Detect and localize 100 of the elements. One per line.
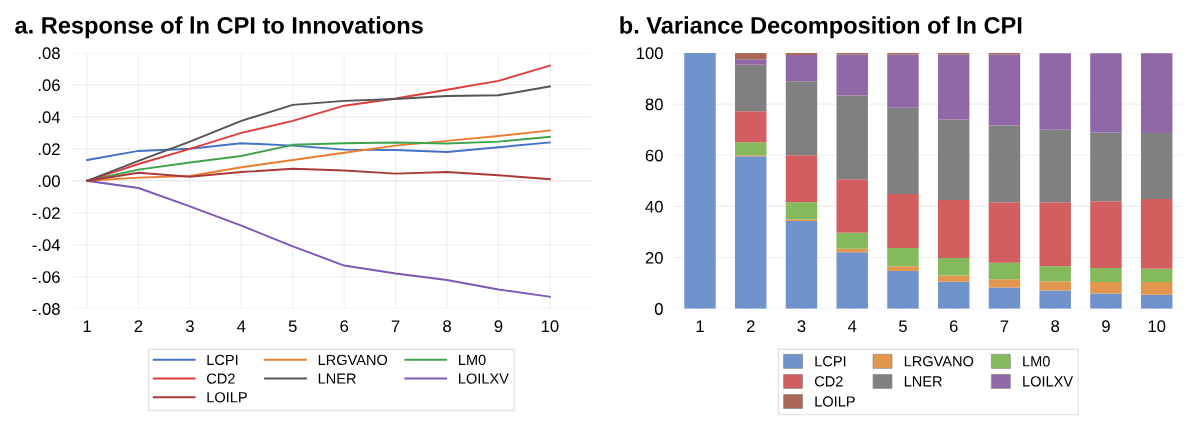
legend-label: LRGVANO xyxy=(904,356,974,367)
x-tick-label: 5 xyxy=(899,320,907,333)
bar xyxy=(1039,266,1071,282)
y-tick-label: -.06 xyxy=(32,271,60,283)
bar xyxy=(1140,198,1173,269)
bar xyxy=(1039,290,1071,309)
x-tick-label: 4 xyxy=(237,320,246,332)
legend-label: LNER xyxy=(904,376,942,387)
bar xyxy=(836,252,868,309)
bar xyxy=(887,271,919,309)
bar xyxy=(735,142,767,156)
bar xyxy=(1140,282,1173,295)
bar xyxy=(1090,268,1122,283)
bar xyxy=(1140,53,1173,133)
x-tick-label: 10 xyxy=(541,320,559,333)
chart-title: b. Variance Decomposition of ln CPI xyxy=(620,16,1022,39)
x-tick-label: 2 xyxy=(746,320,755,332)
y-tick-label: -.08 xyxy=(32,303,60,315)
legend-label: LOILXV xyxy=(459,373,509,384)
x-tick-label: 9 xyxy=(1102,320,1110,333)
bar xyxy=(684,52,716,309)
bar xyxy=(988,202,1021,263)
bar xyxy=(785,202,818,220)
bar xyxy=(836,232,868,249)
line-series xyxy=(86,141,551,161)
bar xyxy=(887,107,919,195)
legend-label: LOILP xyxy=(207,392,247,403)
bar xyxy=(988,279,1021,288)
bar xyxy=(785,54,818,82)
line-series xyxy=(86,179,551,298)
bar xyxy=(1039,202,1071,267)
x-tick-label: 3 xyxy=(797,320,806,333)
bar xyxy=(735,59,767,65)
bar xyxy=(937,119,970,200)
x-tick-label: 6 xyxy=(949,320,958,333)
legend-label: LM0 xyxy=(459,354,486,366)
bar xyxy=(887,194,919,249)
bar xyxy=(988,125,1021,203)
bar xyxy=(785,220,818,309)
bar xyxy=(988,262,1021,280)
legend-label: LCPI xyxy=(207,354,238,366)
chart-title: a. Response of ln CPI to Innovations xyxy=(15,16,423,39)
x-tick-label: 2 xyxy=(134,320,143,332)
bar xyxy=(785,52,818,55)
bar xyxy=(735,156,767,309)
line-series xyxy=(86,85,551,182)
x-tick-label: 4 xyxy=(847,320,857,332)
bar xyxy=(887,248,919,267)
legend-label: LOILXV xyxy=(1023,376,1074,387)
bar xyxy=(937,54,970,120)
bar xyxy=(937,199,970,259)
bar xyxy=(1090,53,1122,133)
legend-label: LM0 xyxy=(1023,356,1050,367)
bar xyxy=(988,54,1021,126)
legend-label: LCPI xyxy=(815,356,846,367)
bar xyxy=(735,111,767,143)
y-tick-label: 80 xyxy=(645,98,663,111)
bar xyxy=(1039,129,1071,203)
x-tick-label: 5 xyxy=(288,320,297,333)
y-tick-label: 100 xyxy=(636,47,663,60)
bar xyxy=(1140,132,1173,199)
y-tick-label: 20 xyxy=(645,251,663,264)
y-tick-label: -.02 xyxy=(32,207,60,219)
bar xyxy=(1090,282,1122,294)
y-tick-label: .06 xyxy=(38,79,60,92)
y-tick-label: .02 xyxy=(38,143,60,156)
y-tick-label: 40 xyxy=(645,200,663,213)
bar xyxy=(836,95,868,180)
x-tick-label: 1 xyxy=(83,320,91,332)
bar xyxy=(1090,293,1122,309)
x-tick-label: 7 xyxy=(391,320,400,332)
x-tick-label: 1 xyxy=(696,320,704,332)
y-tick-label: .08 xyxy=(38,47,60,60)
x-tick-label: 7 xyxy=(1000,320,1009,332)
x-tick-label: 9 xyxy=(494,320,503,333)
y-tick-label: -.04 xyxy=(32,239,61,251)
bar xyxy=(785,155,818,203)
bar xyxy=(988,287,1021,309)
y-tick-label: .04 xyxy=(38,111,61,124)
legend-label: CD2 xyxy=(207,373,235,384)
bar xyxy=(836,179,868,233)
y-tick-label: 60 xyxy=(645,149,663,162)
bar xyxy=(937,281,970,309)
bar xyxy=(1140,294,1173,309)
bar xyxy=(735,52,767,60)
legend-label: LNER xyxy=(318,373,356,384)
x-tick-label: 8 xyxy=(1051,320,1060,333)
y-tick-label: .00 xyxy=(38,175,60,188)
x-tick-label: 3 xyxy=(185,320,194,333)
legend-label: LRGVANO xyxy=(318,354,388,366)
line-series xyxy=(86,167,551,182)
bar xyxy=(937,258,970,276)
bar xyxy=(887,54,919,108)
legend-label: CD2 xyxy=(814,376,843,387)
legend-label: LOILP xyxy=(815,396,855,407)
bar xyxy=(735,64,767,112)
bar xyxy=(1140,268,1173,283)
bar xyxy=(1090,201,1122,269)
x-tick-label: 8 xyxy=(443,320,451,333)
bar xyxy=(887,266,919,272)
